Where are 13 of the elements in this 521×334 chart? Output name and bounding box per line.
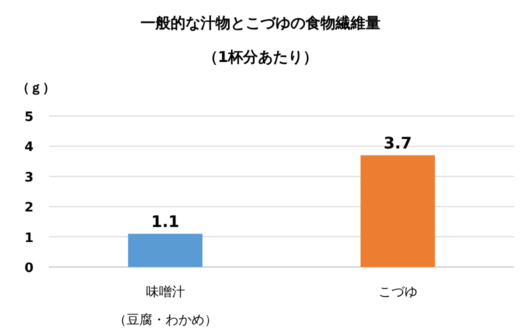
y-tick-label: 3 xyxy=(24,170,34,186)
y-tick-label: 0 xyxy=(24,261,34,276)
y-axis-title: （ｇ） xyxy=(16,81,56,96)
chart-subtitle: （1杯分あたり） xyxy=(202,48,318,66)
y-tick-label: 5 xyxy=(24,110,34,125)
x-tick-label: こづゆ xyxy=(378,285,418,300)
x-tick-label: 味噌汁（豆腐・わかめ） xyxy=(113,285,218,328)
y-tick-label: 4 xyxy=(24,140,34,156)
y-tick-label: 1 xyxy=(24,230,34,246)
data-label: 3.7 xyxy=(384,133,412,152)
chart-title: 一般的な汁物とこづゆの食物繊維量 xyxy=(140,14,380,32)
data-label: 1.1 xyxy=(151,212,180,231)
y-tick-label: 2 xyxy=(24,200,34,216)
